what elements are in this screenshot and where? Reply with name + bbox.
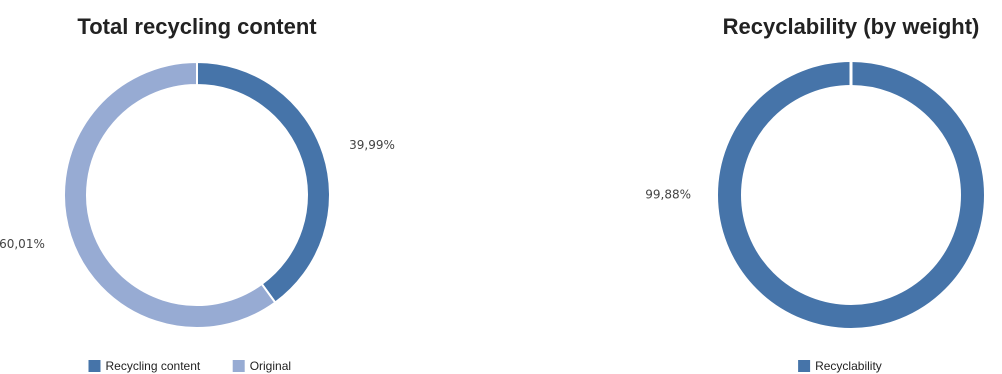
legend-swatch <box>798 360 811 372</box>
legend-swatch <box>88 360 101 372</box>
donut-slice <box>196 60 331 304</box>
legend-swatch <box>232 360 245 372</box>
donut-slice <box>63 60 277 329</box>
chart-title: Recyclability (by weight) <box>723 14 980 39</box>
data-label: 60,01% <box>0 237 45 251</box>
data-label: 99,88% <box>645 188 691 202</box>
legend-label: Recycling content <box>106 359 201 373</box>
legend-label: Recyclability <box>815 359 882 373</box>
chart-title: Total recycling content <box>77 14 317 39</box>
donut-slice <box>718 62 984 328</box>
data-label: 39,99% <box>349 138 395 152</box>
legend-label: Original <box>250 359 291 373</box>
